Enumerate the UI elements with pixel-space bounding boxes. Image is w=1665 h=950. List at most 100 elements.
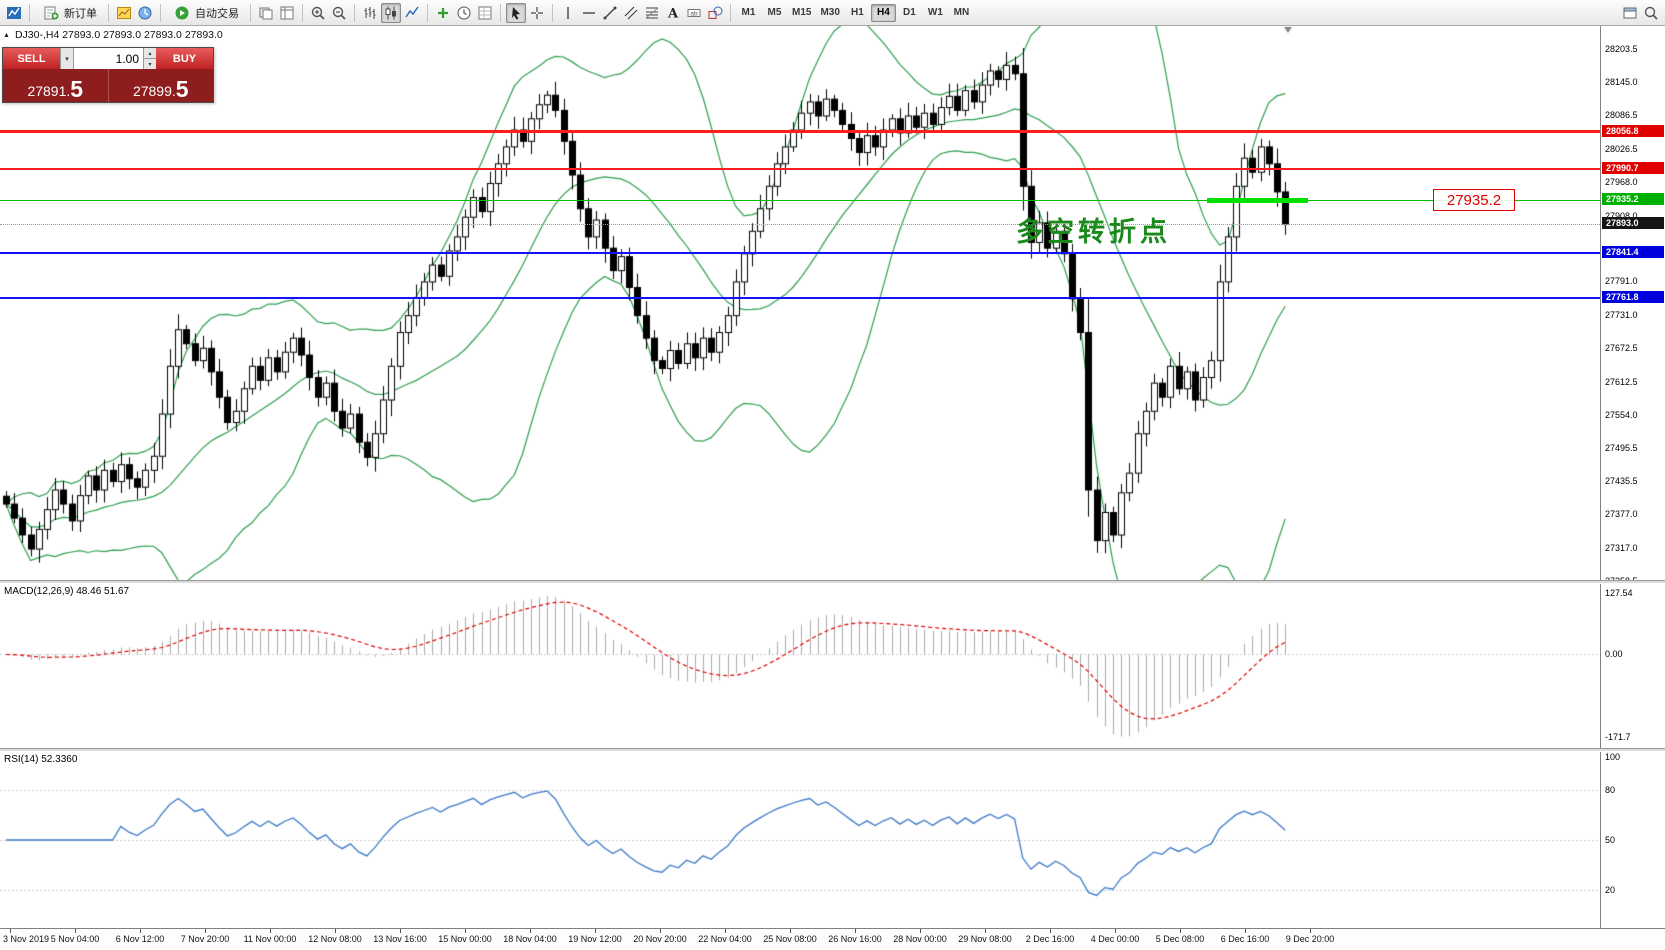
autotrade-button[interactable]: 自动交易: [166, 1, 245, 25]
time-tick: [1245, 929, 1246, 933]
templates-icon[interactable]: [475, 3, 495, 23]
trendline-icon[interactable]: [600, 3, 620, 23]
timeframe-m15[interactable]: M15: [792, 7, 812, 18]
toolbar-separator: [427, 3, 428, 22]
time-tick: [10, 929, 11, 933]
rsi-panel[interactable]: RSI(14) 52.3360: [0, 752, 1600, 928]
timeframe-m1[interactable]: M1: [741, 7, 756, 18]
search-icon[interactable]: [1641, 3, 1661, 23]
bid-price-line[interactable]: [0, 224, 1600, 225]
volume-input[interactable]: 1.00: [74, 48, 143, 69]
one-click-toggle-icon[interactable]: ▲: [3, 31, 10, 39]
shapes-icon[interactable]: [705, 3, 725, 23]
panel-separator[interactable]: [0, 748, 1665, 752]
volume-down-icon[interactable]: ▾: [144, 59, 156, 69]
volume-dropdown-icon[interactable]: ▾: [60, 48, 74, 69]
sell-price[interactable]: 27891. 5: [3, 69, 108, 102]
symbol-info: ▲ DJ30-,H4 27893.0 27893.0 27893.0 27893…: [3, 29, 223, 41]
macd-panel[interactable]: MACD(12,26,9) 48.46 51.67: [0, 584, 1600, 748]
text-icon[interactable]: A: [663, 3, 683, 23]
market-watch-icon[interactable]: [135, 3, 155, 23]
cursor-icon[interactable]: [506, 2, 526, 23]
new-order-button[interactable]: 新订单: [35, 1, 103, 25]
time-axis-label: 5 Nov 04:00: [50, 934, 100, 944]
rsi-canvas[interactable]: [0, 752, 1600, 928]
price-tag: 27893.0: [1602, 217, 1664, 229]
buy-price[interactable]: 27899. 5: [107, 69, 214, 102]
timeframe-d1[interactable]: D1: [903, 7, 916, 18]
horizontal-line-icon[interactable]: [579, 3, 599, 23]
rsi-axis-label: 80: [1605, 785, 1616, 795]
window-icon[interactable]: [1620, 3, 1640, 23]
toolbar-separator: [250, 3, 251, 22]
time-tick: [920, 929, 921, 933]
label-icon[interactable]: ab: [684, 3, 704, 23]
timeframe-m5[interactable]: M5: [767, 7, 782, 18]
support-line-27841[interactable]: [0, 252, 1600, 254]
candlestick-chart-icon[interactable]: [381, 2, 401, 23]
crosshair-icon[interactable]: [527, 3, 547, 23]
resistance-line-28056[interactable]: [0, 130, 1600, 133]
macd-canvas[interactable]: [0, 584, 1600, 748]
time-tick: [270, 929, 271, 933]
time-tick: [790, 929, 791, 933]
time-tick: [1310, 929, 1311, 933]
macd-label: MACD(12,26,9) 48.46 51.67: [4, 586, 130, 597]
time-axis-label: 6 Dec 16:00: [1220, 934, 1270, 944]
support-line-27761[interactable]: [0, 297, 1600, 299]
buy-button[interactable]: BUY: [156, 48, 213, 69]
timeframe-m30[interactable]: M30: [820, 7, 840, 18]
price-chart-canvas[interactable]: [0, 26, 1600, 580]
one-click-trading-widget: SELL ▾ 1.00 ▴ ▾ BUY 27891. 5 27899. 5: [2, 47, 214, 103]
new-order-button-label: 新订单: [64, 7, 97, 20]
zoom-in-icon[interactable]: [308, 3, 328, 23]
main-chart[interactable]: ▲ DJ30-,H4 27893.0 27893.0 27893.0 27893…: [0, 26, 1600, 580]
fibonacci-icon[interactable]: [642, 3, 662, 23]
toolbar-separator: [730, 3, 731, 22]
time-axis-label: 25 Nov 08:00: [763, 934, 817, 944]
sell-button[interactable]: SELL: [3, 48, 60, 69]
zoom-out-icon[interactable]: [329, 3, 349, 23]
add-indicator-icon[interactable]: [433, 3, 453, 23]
profiles-icon[interactable]: [256, 3, 276, 23]
price-axis[interactable]: 28203.5 28145.0 28086.5 28026.5 27968.0 27908…: [1600, 26, 1665, 950]
price-axis-label: 27317.0: [1605, 543, 1638, 553]
timeframe-h4[interactable]: H4: [870, 3, 896, 22]
bars-chart-icon[interactable]: [360, 3, 380, 23]
chart-shift-marker[interactable]: [1284, 27, 1292, 33]
panel-separator[interactable]: [0, 580, 1665, 584]
new-chart-icon[interactable]: [114, 3, 134, 23]
channel-icon[interactable]: [621, 3, 641, 23]
timeframe-h1[interactable]: H1: [851, 7, 864, 18]
time-tick: [855, 929, 856, 933]
time-axis-label: 5 Dec 08:00: [1155, 934, 1205, 944]
annotation-text[interactable]: 多空转折点: [1016, 217, 1171, 247]
vertical-line-icon[interactable]: [558, 3, 578, 23]
rsi-axis-label: 50: [1605, 835, 1616, 845]
timeframe-w1[interactable]: W1: [927, 7, 943, 18]
periods-icon[interactable]: [454, 3, 474, 23]
volume-up-icon[interactable]: ▴: [144, 48, 156, 59]
price-axis-label: 28145.0: [1605, 77, 1638, 87]
time-axis-label: 18 Nov 04:00: [503, 934, 557, 944]
price-axis-label: 27968.0: [1605, 177, 1638, 187]
volume-stepper[interactable]: ▴ ▾: [143, 48, 156, 69]
pivot-price-label[interactable]: 27935.2: [1433, 189, 1515, 211]
pivot-line-27935[interactable]: [0, 200, 1600, 201]
line-chart-icon[interactable]: [402, 3, 422, 23]
timeframe-mn[interactable]: MN: [953, 7, 970, 18]
resistance-line-27990[interactable]: [0, 168, 1600, 170]
time-axis-label: 3 Nov 2019: [3, 934, 50, 944]
time-axis[interactable]: 3 Nov 2019 5 Nov 04:00 6 Nov 12:00 7 Nov 20…: [0, 928, 1665, 950]
time-axis-label: 11 Nov 00:00: [243, 934, 297, 944]
time-axis-label: 29 Nov 08:00: [958, 934, 1012, 944]
price-tag: 27935.2: [1602, 193, 1664, 205]
svg-text:ab: ab: [690, 10, 698, 17]
app-icon[interactable]: [4, 3, 24, 23]
time-tick: [400, 929, 401, 933]
data-window-icon[interactable]: [277, 3, 297, 23]
toolbar-separator: [29, 3, 30, 22]
pivot-line-segment[interactable]: [1207, 198, 1308, 203]
time-axis-label: 13 Nov 16:00: [373, 934, 427, 944]
